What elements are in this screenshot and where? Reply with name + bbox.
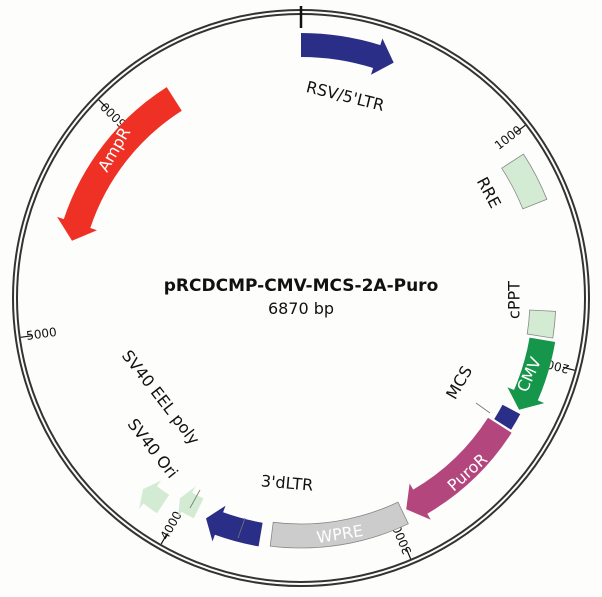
feature-wpre[interactable] (269, 501, 409, 549)
tick-3000 (405, 547, 412, 560)
label-cppt: cPPT (505, 281, 524, 319)
plasmid-size: 6870 bp (268, 299, 334, 318)
tick-label: 1000 (492, 123, 525, 153)
feature-puror[interactable] (406, 417, 512, 520)
feature-sv40-eel-poly[interactable] (139, 480, 170, 514)
feature-mcs[interactable] (494, 404, 521, 430)
leader-line (189, 489, 201, 509)
feature-rre[interactable] (501, 153, 548, 210)
backbone-outer-ring (12, 9, 590, 587)
label-rre: RRE (473, 174, 505, 211)
tick-5000 (20, 335, 33, 338)
tick-label: 5000 (25, 325, 57, 343)
tick-6000 (98, 99, 108, 109)
tick-4000 (160, 533, 168, 545)
features (57, 32, 557, 549)
feature-sv40-ori[interactable] (178, 486, 204, 519)
feature-ampr[interactable] (57, 87, 182, 241)
tick-label: 4000 (157, 509, 184, 542)
label-3-dltr: 3'dLTR (260, 471, 314, 494)
label-mcs: MCS (442, 363, 476, 403)
feature-rsv-5-ltr[interactable] (301, 32, 394, 75)
feature-3-dltr[interactable] (206, 505, 263, 547)
backbone-inner-ring (16, 13, 586, 583)
leader-line (475, 402, 491, 414)
leader-line (237, 517, 246, 539)
feature-cmv[interactable] (507, 337, 556, 410)
feature-cppt[interactable] (526, 309, 557, 339)
label-rsv-5-ltr: RSV/5'LTR (304, 77, 386, 115)
plasmid-name: pRCDCMP-CMV-MCS-2A-Puro (164, 276, 439, 296)
tick-2000 (562, 366, 575, 371)
tick-1000 (515, 124, 526, 134)
